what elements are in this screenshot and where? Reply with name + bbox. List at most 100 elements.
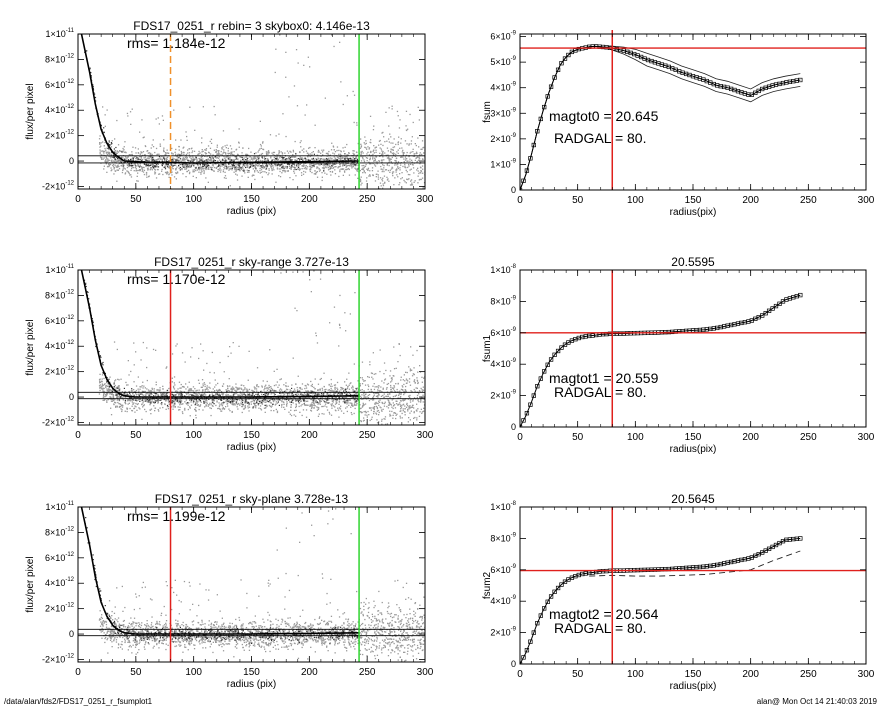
scatter-point xyxy=(387,394,388,395)
scatter-point xyxy=(258,386,259,387)
scatter-point xyxy=(315,164,316,165)
profile-point xyxy=(291,167,292,168)
scatter-point xyxy=(207,385,208,386)
scatter-point xyxy=(154,410,155,411)
scatter-point xyxy=(303,166,304,167)
scatter-point xyxy=(215,384,216,385)
scatter-point xyxy=(155,408,156,409)
scatter-point xyxy=(135,147,136,148)
scatter-point xyxy=(355,391,356,392)
profile-point xyxy=(111,142,112,143)
scatter-point xyxy=(381,380,382,381)
scatter-point xyxy=(422,178,423,179)
scatter-point xyxy=(248,407,249,408)
scatter-point xyxy=(380,144,381,145)
scatter-point xyxy=(303,65,304,66)
scatter-point xyxy=(288,393,289,394)
scatter-point xyxy=(262,142,263,143)
scatter-point xyxy=(331,158,332,159)
scatter-point xyxy=(326,167,327,168)
scatter-point xyxy=(135,167,136,168)
profile-point xyxy=(152,160,153,161)
profile-point xyxy=(188,166,189,167)
scatter-point xyxy=(421,154,422,155)
scatter-point xyxy=(201,156,202,157)
profile-point xyxy=(176,160,177,161)
scatter-point xyxy=(229,410,230,411)
profile-point xyxy=(280,165,281,166)
scatter-point xyxy=(224,164,225,165)
scatter-point xyxy=(408,165,409,166)
scatter-point xyxy=(277,387,278,388)
scatter-point xyxy=(344,312,345,313)
scatter-point xyxy=(138,148,139,149)
scatter-point xyxy=(405,157,406,158)
scatter-point xyxy=(376,147,377,148)
scatter-point xyxy=(189,382,190,383)
scatter-point xyxy=(152,154,153,155)
scatter-point xyxy=(277,412,278,413)
profile-point xyxy=(197,164,198,165)
scatter-point xyxy=(288,412,289,413)
scatter-point xyxy=(334,156,335,157)
scatter-point xyxy=(242,168,243,169)
scatter-point xyxy=(118,387,119,388)
scatter-point xyxy=(123,164,124,165)
scatter-point xyxy=(237,174,238,175)
scatter-point xyxy=(231,400,232,401)
scatter-point xyxy=(260,144,261,145)
scatter-point xyxy=(181,384,182,385)
scatter-point xyxy=(354,403,355,404)
scatter-point xyxy=(383,165,384,166)
scatter-point xyxy=(276,401,277,402)
scatter-point xyxy=(293,171,294,172)
scatter-point xyxy=(311,172,312,173)
scatter-point xyxy=(368,175,369,176)
profile-point xyxy=(177,160,178,161)
scatter-point xyxy=(346,167,347,168)
scatter-point xyxy=(377,171,378,172)
scatter-point xyxy=(168,153,169,154)
scatter-point xyxy=(108,152,109,153)
scatter-point xyxy=(159,407,160,408)
scatter-point xyxy=(184,408,185,409)
scatter-point xyxy=(137,173,138,174)
x-tick-label: 300 xyxy=(858,195,875,206)
scatter-point xyxy=(179,382,180,383)
scatter-point xyxy=(248,177,249,178)
scatter-point xyxy=(184,168,185,169)
scatter-point xyxy=(389,107,390,108)
scatter-point xyxy=(314,170,315,171)
scatter-point xyxy=(99,149,100,150)
scatter-point xyxy=(375,160,376,161)
scatter-point xyxy=(270,156,271,157)
scatter-point xyxy=(300,156,301,157)
scatter-point xyxy=(260,405,261,406)
scatter-point xyxy=(175,165,176,166)
scatter-point xyxy=(289,177,290,178)
scatter-point xyxy=(258,150,259,151)
scatter-point xyxy=(363,381,364,382)
profile-point xyxy=(187,164,188,165)
x-tick-label: 50 xyxy=(130,194,142,205)
scatter-point xyxy=(237,179,238,180)
scatter-point xyxy=(146,174,147,175)
scatter-point xyxy=(330,171,331,172)
scatter-point xyxy=(407,405,408,406)
scatter-point xyxy=(403,404,404,405)
scatter-point xyxy=(228,394,229,395)
scatter-point xyxy=(390,170,391,171)
scatter-point xyxy=(389,165,390,166)
scatter-point xyxy=(114,138,115,139)
scatter-point xyxy=(304,168,305,169)
scatter-point xyxy=(117,402,118,403)
scatter-point xyxy=(407,409,408,410)
scatter-point xyxy=(369,407,370,408)
scatter-point xyxy=(408,164,409,165)
scatter-point xyxy=(143,171,144,172)
scatter-point xyxy=(343,104,344,105)
scatter-point xyxy=(293,151,294,152)
scatter-point xyxy=(362,158,363,159)
scatter-point xyxy=(324,173,325,174)
scatter-point xyxy=(295,391,296,392)
